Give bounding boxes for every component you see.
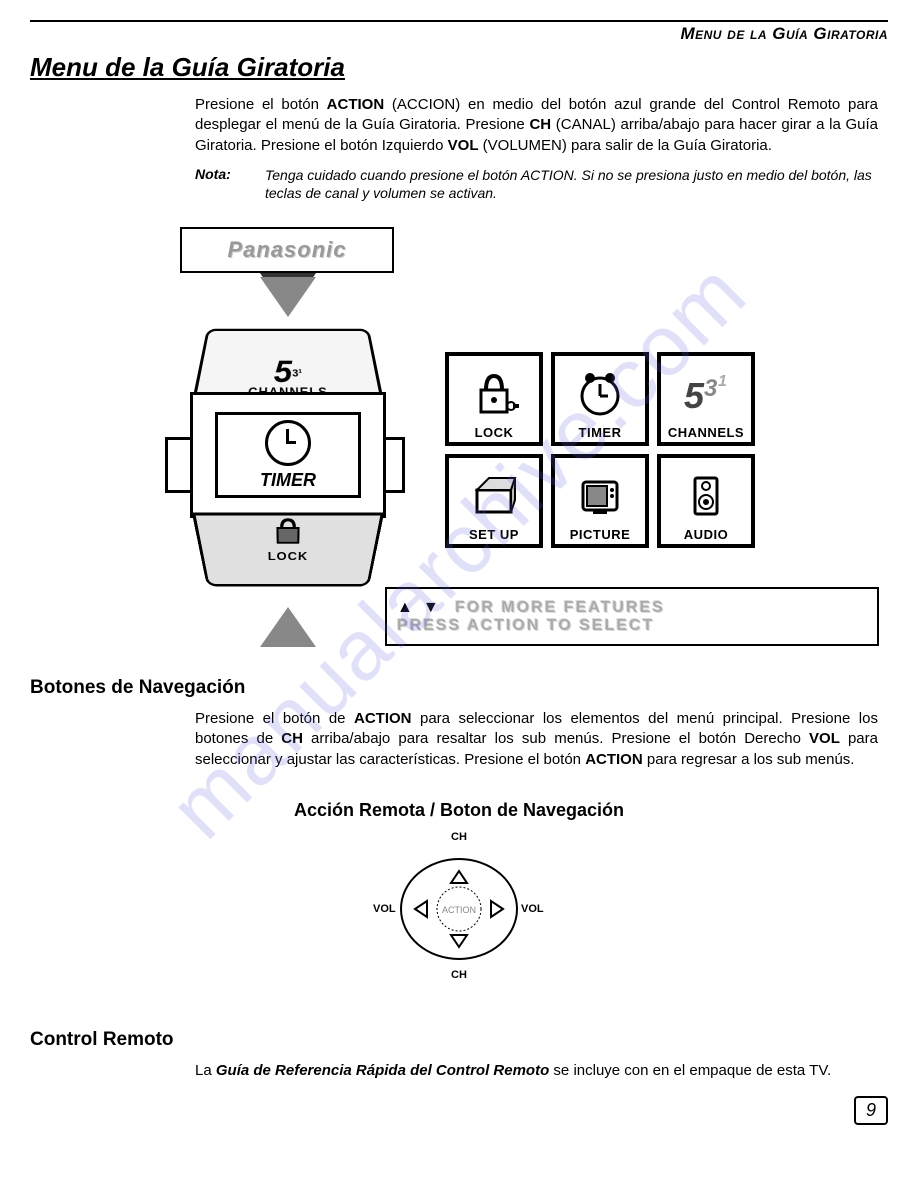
bold-vol: VOL (448, 137, 479, 154)
vol-label: VOL (373, 903, 396, 915)
lock-icon (266, 516, 309, 546)
icon-channels: 531 CHANNELS (657, 352, 755, 446)
brand-box: Panasonic (180, 227, 394, 273)
icon-setup: SET UP (445, 454, 543, 548)
header-rule (30, 20, 888, 22)
bold-action: ACTION (327, 96, 385, 113)
instruction-line2: PRESS ACTION TO SELECT (397, 617, 877, 635)
page-title: Menu de la Guía Giratoria (30, 52, 888, 83)
ch-label: CH (451, 969, 467, 981)
wheel-segment-lock: LOCK (192, 512, 384, 586)
figure-area: Panasonic 53¹ CHANNELS TIMER LOCK (160, 227, 888, 657)
icon-label: LOCK (475, 425, 514, 440)
arrow-up-icon (260, 607, 316, 647)
ch-label: CH (451, 831, 467, 843)
remote-paragraph: La Guía de Referencia Rápida del Control… (195, 1061, 878, 1081)
svg-text:3: 3 (704, 375, 718, 402)
bold-action: ACTION (585, 751, 643, 768)
icon-audio: AUDIO (657, 454, 755, 548)
text: Presione el botón (195, 96, 327, 113)
timer-inner: TIMER (215, 412, 361, 498)
nav-heading: Botones de Navegación (30, 677, 888, 699)
text: para regresar a los sub menús. (643, 751, 855, 768)
nav-paragraph: Presione el botón de ACTION para selecci… (195, 709, 878, 770)
remote-heading: Control Remoto (30, 1029, 888, 1051)
icon-label: AUDIO (684, 527, 728, 542)
nav-pad-figure: ACTION CH CH VOL VOL (369, 829, 549, 989)
text: La (195, 1062, 216, 1079)
triangle-down-icon: ▼ (423, 599, 441, 616)
svg-text:5: 5 (684, 375, 705, 416)
icon-label: SET UP (469, 527, 519, 542)
intro-paragraph: Presione el botón ACTION (ACCION) en med… (195, 95, 878, 156)
instruction-line1: FOR MORE FEATURES (455, 599, 665, 616)
triangle-up-icon: ▲ (397, 599, 415, 616)
icon-lock: LOCK (445, 352, 543, 446)
timer-label: TIMER (260, 470, 316, 491)
arrow-down-icon (260, 277, 316, 317)
bold-vol: VOL (809, 730, 840, 747)
running-header: Menu de la Guía Giratoria (30, 24, 888, 44)
text: (VOLUMEN) para salir de la Guía Giratori… (479, 137, 772, 154)
icon-picture: PICTURE (551, 454, 649, 548)
channels-icon: 531 (676, 360, 736, 425)
icon-label: PICTURE (570, 527, 631, 542)
vol-label: VOL (521, 903, 544, 915)
instruction-box: ▲ ▼ FOR MORE FEATURES PRESS ACTION TO SEL… (385, 587, 879, 646)
menu-icon-grid: LOCK TIMER 531 CHANNELS SET UP PICTURE (445, 352, 755, 548)
speaker-icon (681, 462, 731, 527)
note-block: Nota: Tenga cuidado cuando presione el b… (195, 166, 878, 202)
channels-sup: 3¹ (292, 368, 302, 379)
note-label: Nota: (195, 166, 265, 202)
setup-icon (469, 462, 519, 527)
icon-timer: TIMER (551, 352, 649, 446)
bold-ch: CH (281, 730, 303, 747)
note-text: Tenga cuidado cuando presione el botón A… (265, 166, 878, 202)
page-number: 9 (854, 1096, 888, 1125)
icon-label: TIMER (579, 425, 622, 440)
svg-text:1: 1 (718, 373, 727, 390)
icon-label: CHANNELS (668, 425, 744, 440)
lock-icon (469, 360, 519, 425)
clock-icon (265, 420, 311, 466)
wheel-segment-timer: TIMER (190, 392, 386, 518)
tv-icon (575, 462, 625, 527)
svg-text:ACTION: ACTION (442, 905, 476, 915)
nav-figure-title: Acción Remota / Boton de Navegación (30, 800, 888, 821)
bold-ch: CH (529, 116, 551, 133)
text: Presione el botón de (195, 710, 354, 727)
text: arriba/abajo para resaltar los sub menús… (303, 730, 809, 747)
italic-guide: Guía de Referencia Rápida del Control Re… (216, 1062, 549, 1079)
text: se incluye con en el empaque de esta TV. (549, 1062, 831, 1079)
clock-icon (575, 360, 625, 425)
bold-action: ACTION (354, 710, 412, 727)
rotating-wheel: 53¹ CHANNELS TIMER LOCK (160, 322, 410, 602)
lock-label: LOCK (267, 549, 308, 562)
